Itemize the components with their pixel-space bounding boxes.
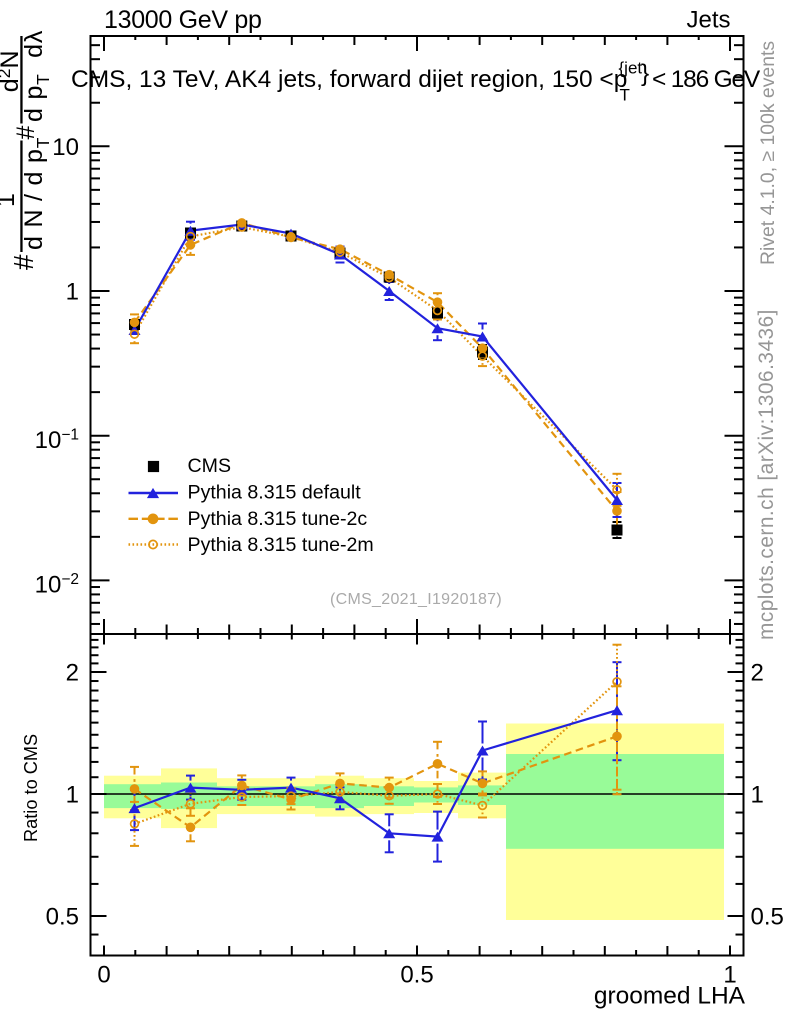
svg-text:mcplots.cern.ch [arXiv:1306.34: mcplots.cern.ch [arXiv:1306.3436] (755, 309, 778, 640)
svg-text:T: T (620, 86, 630, 105)
svg-text:Ratio to CMS: Ratio to CMS (21, 734, 41, 842)
svg-text:d pT dλ: d pT dλ (20, 30, 53, 122)
svg-text:1: 1 (751, 782, 764, 809)
svg-text:2: 2 (66, 660, 79, 687)
svg-text:d N / d pT: d N / d pT (20, 137, 53, 250)
svg-text:2: 2 (751, 660, 764, 687)
svg-text:#: # (8, 254, 39, 270)
svg-text:1: 1 (0, 193, 20, 207)
svg-text:(CMS_2021_I1920187): (CMS_2021_I1920187) (330, 591, 502, 608)
svg-text:0.5: 0.5 (400, 962, 433, 989)
svg-text:1: 1 (66, 279, 79, 306)
svg-text:13000 GeV pp: 13000 GeV pp (104, 6, 262, 34)
svg-text:0.5: 0.5 (46, 904, 79, 931)
svg-text:{jet: {jet (619, 59, 643, 78)
svg-text:0.5: 0.5 (751, 904, 784, 931)
svg-text:Jets: Jets (686, 7, 730, 34)
svg-text:10: 10 (52, 134, 79, 161)
svg-text:CMS: CMS (188, 455, 232, 477)
svg-text:groomed LHA: groomed LHA (594, 983, 746, 1010)
svg-text:#: # (12, 126, 40, 140)
svg-text:CMS, 13 TeV, AK4 jets, forward: CMS, 13 TeV, AK4 jets, forward dijet reg… (71, 66, 627, 93)
svg-text:0: 0 (97, 962, 110, 989)
svg-text:Rivet 4.1.0, ≥ 100k events: Rivet 4.1.0, ≥ 100k events (757, 41, 779, 265)
svg-text:Pythia 8.315 default: Pythia 8.315 default (188, 482, 362, 504)
svg-text:< 186 GeV: < 186 GeV (652, 66, 761, 93)
svg-text:d2N: d2N (0, 50, 24, 92)
svg-text:Pythia 8.315 tune-2c: Pythia 8.315 tune-2c (188, 508, 368, 530)
svg-text:Pythia 8.315 tune-2m: Pythia 8.315 tune-2m (188, 534, 374, 556)
svg-text:1: 1 (723, 962, 736, 989)
svg-text:}: } (641, 60, 649, 87)
svg-text:1: 1 (66, 782, 79, 809)
